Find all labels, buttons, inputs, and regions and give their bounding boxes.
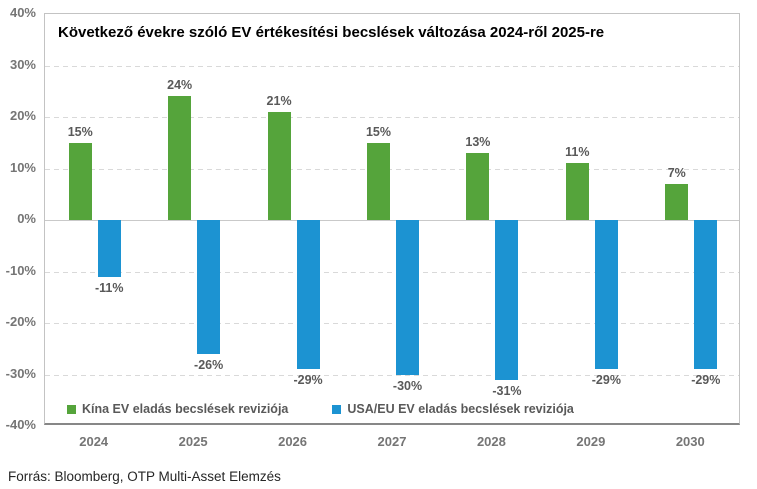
y-axis-tick-label: 0% — [17, 211, 36, 226]
bar-data-label: 15% — [365, 124, 392, 139]
bar-data-label: 21% — [266, 93, 292, 108]
y-axis-tick-label: -40% — [5, 417, 36, 432]
legend-item-usaeu: USA/EU EV eladás becslések reviziója — [332, 402, 574, 416]
legend: Kína EV eladás becslések reviziója USA/E… — [67, 402, 574, 416]
bar-2029-usaeu — [594, 220, 618, 370]
bar-2030-usaeu — [694, 220, 718, 370]
bar-2027-china — [367, 142, 390, 220]
gridline — [45, 117, 739, 118]
bar-data-label: -11% — [94, 280, 124, 295]
x-axis-tick-label: 2027 — [377, 434, 407, 449]
bar-2025-china — [168, 96, 192, 220]
bar-2026-usaeu — [296, 220, 320, 370]
y-axis-tick-label: -30% — [5, 365, 36, 381]
y-axis-tick-label: -10% — [5, 262, 36, 278]
legend-item-china: Kína EV eladás becslések reviziója — [67, 402, 288, 416]
bar-data-label: -31% — [492, 383, 522, 398]
bar-data-label: -29% — [591, 373, 621, 388]
x-axis-tick-label: 2024 — [79, 434, 109, 449]
bar-2030-china — [665, 183, 689, 220]
bar-data-label: 24% — [167, 78, 193, 93]
x-axis-tick-label: 2030 — [675, 434, 705, 449]
legend-label-usaeu: USA/EU EV eladás becslések reviziója — [347, 402, 574, 416]
bar-2024-china — [68, 142, 92, 220]
y-axis-tick-label: -20% — [5, 314, 36, 329]
bar-2028-china — [466, 153, 490, 220]
gridline — [45, 323, 739, 324]
x-axis-tick-label: 2026 — [278, 434, 308, 449]
x-axis-tick-label: 2028 — [476, 434, 506, 449]
bar-data-label: 11% — [565, 145, 590, 160]
zero-axis-line — [45, 220, 739, 221]
bar-data-label: -29% — [293, 373, 323, 388]
legend-swatch-usaeu-icon — [332, 404, 342, 414]
x-axis-tick-label: 2029 — [576, 434, 606, 449]
bar-data-label: 13% — [465, 135, 491, 150]
bar-data-label: -30% — [392, 378, 423, 393]
y-axis-tick-label: 10% — [9, 159, 36, 175]
y-axis-tick-label: 20% — [9, 108, 36, 123]
bar-2026-china — [267, 111, 291, 220]
bar-2029-china — [565, 163, 589, 220]
gridline — [45, 271, 739, 273]
bar-2024-usaeu — [97, 220, 121, 277]
bar-2027-usaeu — [396, 220, 419, 375]
bar-data-label: 15% — [67, 124, 93, 139]
source-caption: Forrás: Bloomberg, OTP Multi-Asset Elemz… — [8, 469, 281, 484]
y-axis-tick-label: 40% — [9, 5, 36, 20]
bar-2025-usaeu — [197, 220, 221, 354]
bar-data-label: 7% — [667, 165, 686, 180]
x-axis-tick-label: 2025 — [178, 434, 208, 449]
gridline — [45, 168, 739, 170]
gridline — [45, 65, 739, 67]
chart-title: Következő évekre szóló EV értékesítési b… — [58, 24, 605, 41]
plot-area: 15% -11% 24% -26% 21% -29% 15% -30% 13% -31% 11% -2… — [44, 13, 740, 425]
bar-data-label: -29% — [691, 373, 721, 388]
y-axis-tick-label: 30% — [9, 56, 36, 72]
legend-swatch-china-icon — [67, 404, 76, 414]
bar-2028-usaeu — [495, 220, 519, 380]
gridline — [45, 374, 739, 376]
legend-label-china: Kína EV eladás becslések reviziója — [82, 402, 289, 416]
bar-data-label: -26% — [194, 357, 224, 372]
